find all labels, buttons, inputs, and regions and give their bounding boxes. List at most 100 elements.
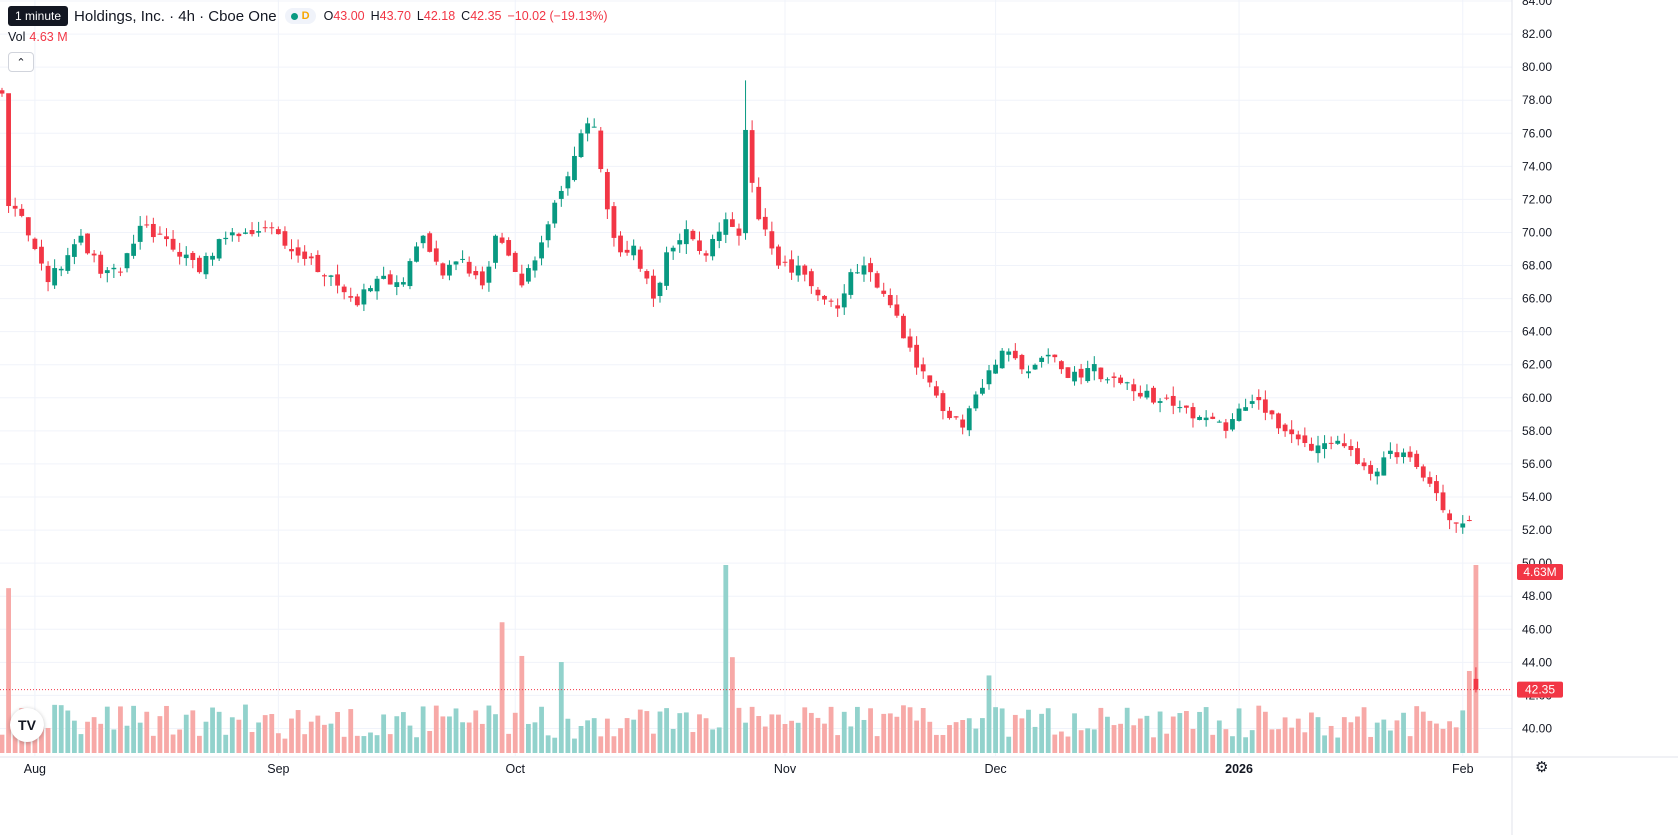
candle-body — [1315, 445, 1321, 454]
candle-body — [493, 235, 498, 263]
volume-bar — [1190, 728, 1196, 753]
candle-body — [1085, 368, 1091, 382]
market-status[interactable]: D — [284, 8, 316, 24]
y-tick-label: 72.00 — [1522, 192, 1552, 206]
volume-bar — [1026, 709, 1031, 753]
volume-bar — [670, 728, 676, 753]
candle-body — [598, 130, 604, 170]
candle-body — [157, 233, 163, 235]
volume-bar — [493, 714, 498, 753]
candle-body — [39, 246, 44, 264]
volume-bar — [1427, 720, 1433, 753]
volume-bar — [236, 719, 242, 753]
y-tick-label: 82.00 — [1522, 27, 1552, 41]
candle-body — [677, 240, 683, 245]
volume-bar — [368, 732, 373, 753]
volume-bar — [710, 729, 716, 753]
volume-bar — [828, 706, 834, 753]
candle-body — [1065, 367, 1071, 378]
candle-body — [980, 387, 985, 394]
volume-bar — [170, 734, 176, 753]
candle-body — [749, 130, 755, 183]
candle-body — [197, 257, 202, 273]
y-tick-label: 52.00 — [1522, 523, 1552, 537]
candle-body — [729, 219, 735, 227]
volume-bar — [473, 710, 479, 753]
candle-body — [1210, 416, 1216, 419]
volume-bar — [104, 706, 110, 753]
volume-bar — [749, 706, 755, 753]
candle-body — [1078, 368, 1084, 378]
candle-body — [52, 268, 58, 286]
candle-body — [1164, 397, 1170, 399]
candle-body — [578, 133, 584, 157]
candle-body — [1105, 379, 1110, 381]
candle-body — [914, 344, 920, 368]
candle-body — [1012, 350, 1018, 359]
candle-body — [256, 231, 262, 233]
candle-body — [1243, 407, 1249, 411]
volume-bar — [651, 733, 656, 753]
legend-header: 1 minute Holdings, Inc. · 4h · Cboe One … — [8, 6, 608, 26]
volume-bar — [973, 728, 979, 753]
candle-body — [920, 364, 926, 372]
candle-body — [1401, 452, 1406, 458]
collapse-legend-button[interactable]: ⌃ — [8, 52, 34, 72]
volume-bar — [526, 723, 531, 753]
volume-bar — [999, 708, 1005, 753]
candle-body — [144, 224, 150, 226]
volume-bar — [1045, 708, 1051, 753]
volume-bar — [868, 708, 873, 753]
volume-bar — [1210, 734, 1216, 753]
gear-icon[interactable]: ⚙ — [1535, 759, 1549, 776]
volume-bar — [980, 718, 985, 753]
volume-bar — [440, 716, 446, 753]
candle-body — [907, 336, 913, 348]
delayed-badge: D — [301, 10, 310, 22]
candle-body — [1466, 520, 1472, 522]
volume-bar — [433, 705, 439, 753]
candle-body — [289, 248, 294, 252]
volume-bar — [664, 708, 669, 753]
volume-bar — [1289, 727, 1295, 753]
candle-body — [808, 271, 814, 287]
candle-body — [466, 261, 472, 274]
candle-body — [341, 286, 347, 293]
volume-bar — [1361, 707, 1367, 753]
candle-body — [111, 267, 117, 270]
volume-bar — [1269, 729, 1275, 753]
volume-bar — [78, 734, 84, 753]
candle-body — [723, 219, 729, 235]
volume-bar — [1019, 718, 1025, 753]
candle-body — [1058, 361, 1064, 370]
volume-bar — [1282, 717, 1288, 753]
candle-body — [881, 290, 887, 294]
y-tick-label: 44.00 — [1522, 655, 1552, 669]
candle-body — [65, 255, 71, 271]
volume-bar — [1335, 737, 1341, 753]
symbol-title[interactable]: Holdings, Inc. · 4h · Cboe One — [74, 7, 277, 25]
candle-body — [1302, 435, 1308, 444]
tradingview-logo[interactable]: TV — [10, 708, 44, 742]
volume-bar — [986, 675, 992, 753]
candle-body — [387, 274, 393, 285]
volume-legend[interactable]: Vol 4.63 M — [8, 30, 68, 44]
candle-body — [1223, 422, 1229, 431]
candle-body — [637, 249, 643, 269]
candle-body — [1019, 354, 1025, 370]
volume-bar — [1322, 735, 1327, 753]
volume-bar — [822, 723, 827, 753]
candle-body — [986, 370, 992, 385]
candle-body — [400, 282, 406, 285]
candle-body — [374, 278, 380, 292]
candle-body — [1098, 367, 1104, 380]
change-value: −10.02 (−19.13%) — [507, 9, 608, 23]
candle-body — [552, 202, 558, 224]
candle-body — [104, 270, 110, 274]
volume-bar — [565, 718, 571, 753]
volume-bar — [381, 714, 387, 753]
volume-bar — [131, 705, 136, 753]
candle-body — [275, 229, 281, 235]
volume-bar — [216, 711, 222, 753]
